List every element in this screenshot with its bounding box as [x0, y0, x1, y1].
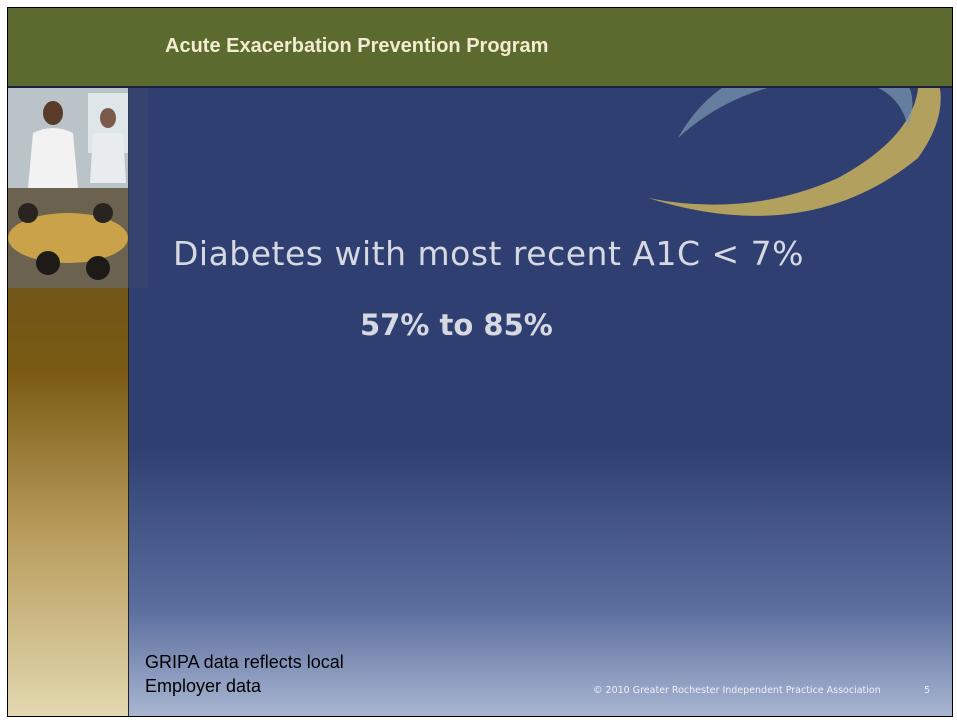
- slide: Acute Exacerbation Prevention Program Di…: [7, 7, 953, 717]
- copyright: © 2010 Greater Rochester Independent Pra…: [593, 685, 881, 696]
- photo-collage: [8, 88, 148, 288]
- footer-note: GRIPA data reflects local: [145, 652, 344, 673]
- statement: Diabetes with most recent A1C < 7%: [173, 234, 804, 273]
- result: 57% to 85%: [360, 308, 553, 342]
- header-bar: Acute Exacerbation Prevention Program: [8, 8, 952, 88]
- footer-note: Employer data: [145, 676, 261, 697]
- page-number: 5: [924, 685, 930, 696]
- slide-title: Acute Exacerbation Prevention Program: [165, 35, 548, 58]
- page: Acute Exacerbation Prevention Program Di…: [0, 0, 957, 723]
